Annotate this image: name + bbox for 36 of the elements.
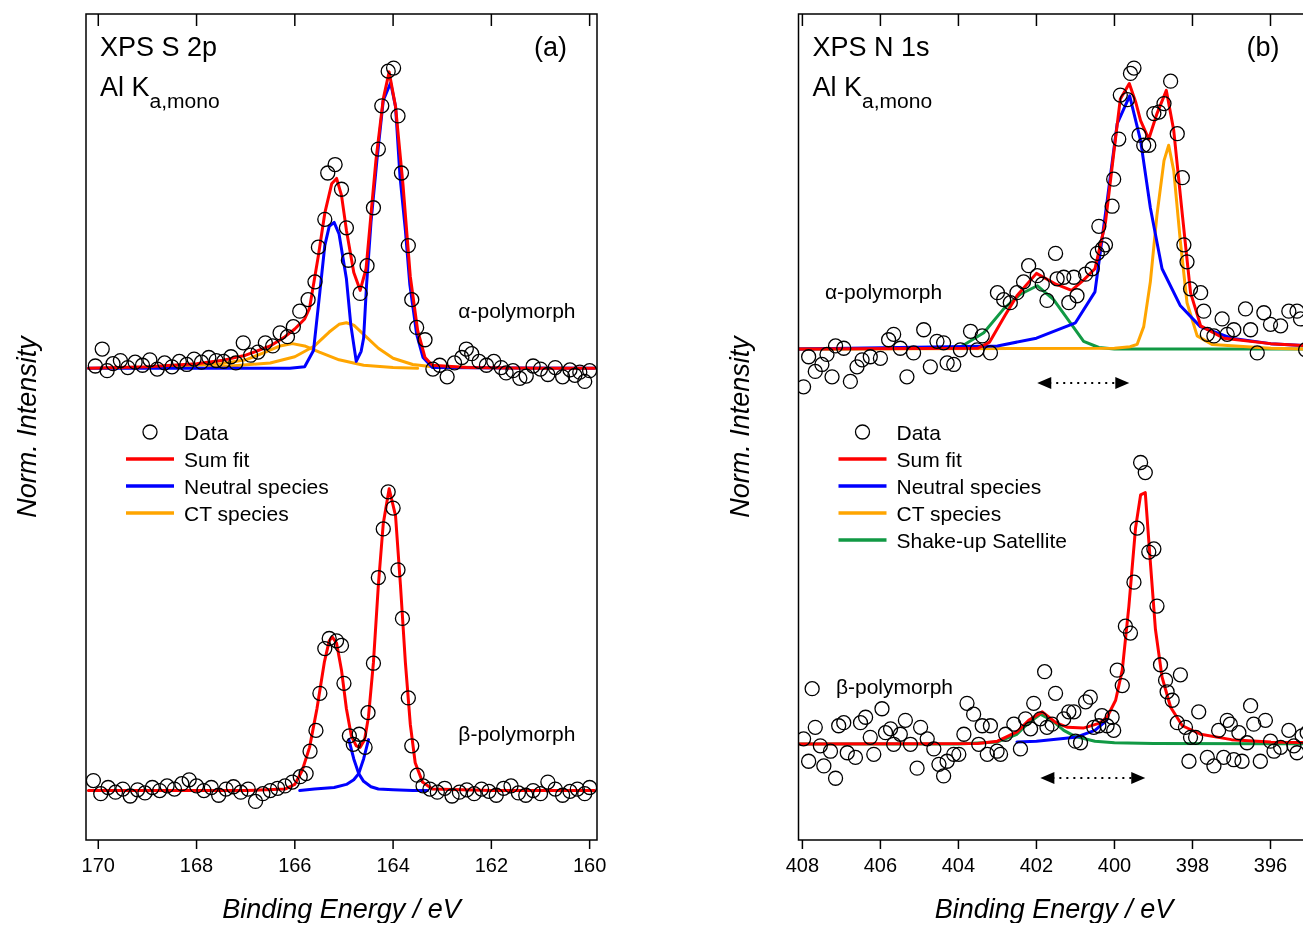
chart-title: XPS S 2p [100, 32, 218, 62]
x-axis-title: Binding Energy / eV [934, 894, 1177, 924]
x-tick-label: 398 [1175, 854, 1210, 876]
x-tick-label: 168 [179, 854, 214, 876]
annotation: β-polymorph [458, 721, 576, 745]
legend-label: Neutral species [896, 474, 1042, 498]
legend-label: Data [896, 420, 942, 444]
x-tick-label: 406 [863, 854, 898, 876]
x-tick-label: 402 [1019, 854, 1054, 876]
x-tick-label: 400 [1097, 854, 1132, 876]
y-axis-title: Norm. Intensity [12, 334, 42, 518]
x-tick-label: 166 [278, 854, 312, 876]
annotation: α-polymorph [824, 279, 943, 303]
y-axis-title: Norm. Intensity [724, 334, 755, 518]
annotation: β-polymorph [835, 674, 954, 698]
annotation: α-polymorph [458, 298, 576, 322]
x-tick-label: 170 [81, 854, 115, 876]
chart-subtitle: Al K$_{a,mono}$ [100, 72, 220, 112]
x-tick-label: 160 [572, 854, 607, 876]
legend-label: Sum fit [896, 447, 963, 471]
x-axis-title: Binding Energy / eV [222, 894, 464, 924]
chart-title: XPS N 1s [812, 32, 930, 62]
x-tick-label: 162 [474, 854, 509, 876]
legend-label: Shake-up Satellite [896, 528, 1067, 552]
x-tick-label: 408 [785, 854, 820, 876]
legend-label: Sum fit [184, 447, 250, 471]
text: (a) [534, 32, 567, 62]
legend-label: CT species [896, 501, 1002, 525]
x-tick-label: 396 [1253, 854, 1288, 876]
legend-label: Data [184, 420, 229, 444]
chart-subtitle: Al K$_{a,mono}$ [812, 72, 933, 112]
x-tick-label: 164 [376, 854, 410, 876]
x-tick-label: 404 [941, 854, 976, 876]
legend-label: Neutral species [184, 474, 329, 498]
text: (b) [1246, 32, 1280, 62]
legend-label: CT species [184, 501, 289, 525]
